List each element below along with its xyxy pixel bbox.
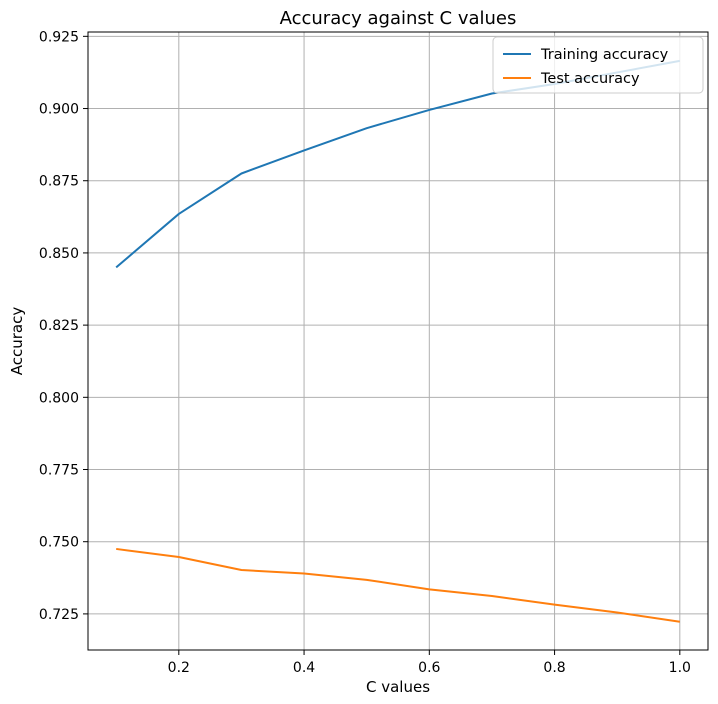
y-tick-label: 0.850 bbox=[39, 246, 79, 262]
grid bbox=[88, 32, 708, 650]
legend-box bbox=[492, 36, 704, 94]
x-tick-label: 0.6 bbox=[418, 660, 440, 676]
axis-ticks: 0.2 0.4 0.6 0.8 1.0 0.725 0.750 0.775 0.800 0.825… bbox=[39, 29, 691, 676]
y-tick-label: 0.825 bbox=[39, 318, 79, 334]
y-tick-label: 0.925 bbox=[39, 29, 79, 45]
y-tick-label: 0.750 bbox=[39, 535, 79, 551]
y-tick-label: 0.800 bbox=[39, 390, 79, 406]
x-tick-label: 1.0 bbox=[669, 660, 691, 676]
y-tick-label: 0.900 bbox=[39, 102, 79, 118]
y-tick-label: 0.775 bbox=[39, 463, 79, 479]
x-axis-label: C values bbox=[366, 678, 430, 696]
training-accuracy-legend-label: Training accuracy bbox=[540, 47, 669, 63]
y-tick-label: 0.725 bbox=[39, 607, 79, 623]
test-accuracy-line bbox=[116, 547, 680, 623]
series-lines bbox=[115, 59, 681, 623]
test-accuracy-legend-label: Test accuracy bbox=[540, 71, 640, 87]
x-tick-label: 0.8 bbox=[543, 660, 565, 676]
plot-frame bbox=[87, 31, 709, 651]
y-tick-label: 0.875 bbox=[39, 174, 79, 190]
y-axis-label: Accuracy bbox=[8, 307, 26, 376]
legend: Training accuracy Test accuracy bbox=[492, 36, 704, 94]
x-tick-label: 0.4 bbox=[293, 660, 315, 676]
x-tick-label: 0.2 bbox=[168, 660, 190, 676]
chart-title: Accuracy against C values bbox=[280, 8, 517, 29]
